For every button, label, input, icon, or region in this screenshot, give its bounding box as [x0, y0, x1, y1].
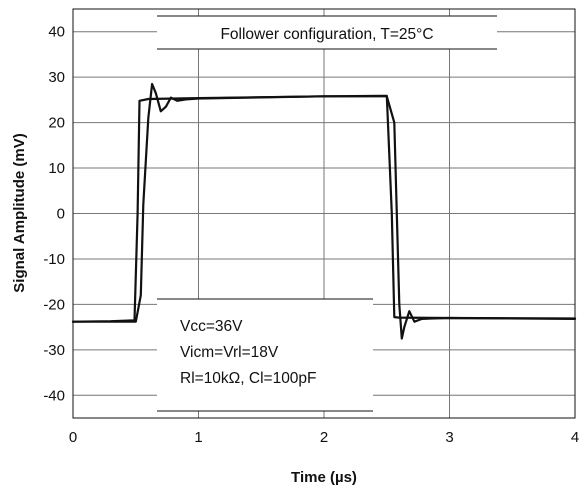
condition-vcc: Vcc=36V	[180, 318, 243, 335]
chart-title: Follower configuration, T=25°C	[220, 26, 433, 43]
y-tick-label-2: 20	[48, 115, 65, 132]
x-tick-label-1: 1	[194, 429, 202, 446]
x-tick-label-0: 0	[69, 429, 77, 446]
plot-frame	[72, 8, 576, 419]
tick-labels: 0 1 2 3 4 40 30 20 10 0 -10 -20 -30 -40	[43, 24, 579, 446]
x-axis-title: Time (µs)	[291, 469, 357, 486]
y-tick-label-5: -10	[43, 251, 65, 268]
y-tick-label-1: 30	[48, 69, 65, 86]
series-layer	[71, 82, 577, 340]
condition-vicm: Vicm=Vrl=18V	[180, 344, 279, 361]
y-tick-label-0: 40	[48, 24, 65, 41]
y-tick-label-6: -20	[43, 296, 65, 313]
x-tick-label-3: 3	[445, 429, 453, 446]
x-tick-label-2: 2	[320, 429, 328, 446]
y-tick-label-4: 0	[57, 206, 65, 223]
title-box: Follower configuration, T=25°C	[157, 15, 497, 50]
series-line-2	[71, 82, 577, 340]
condition-load: Rl=10kΩ, Cl=100pF	[180, 370, 317, 387]
conditions-box: Vcc=36V Vicm=Vrl=18V Rl=10kΩ, Cl=100pF	[157, 298, 373, 412]
y-tick-label-8: -40	[43, 387, 65, 404]
y-axis-title: Signal Amplitude (mV)	[11, 133, 28, 292]
x-tick-label-4: 4	[571, 429, 579, 446]
y-tick-label-3: 10	[48, 160, 65, 177]
y-tick-label-7: -30	[43, 342, 65, 359]
